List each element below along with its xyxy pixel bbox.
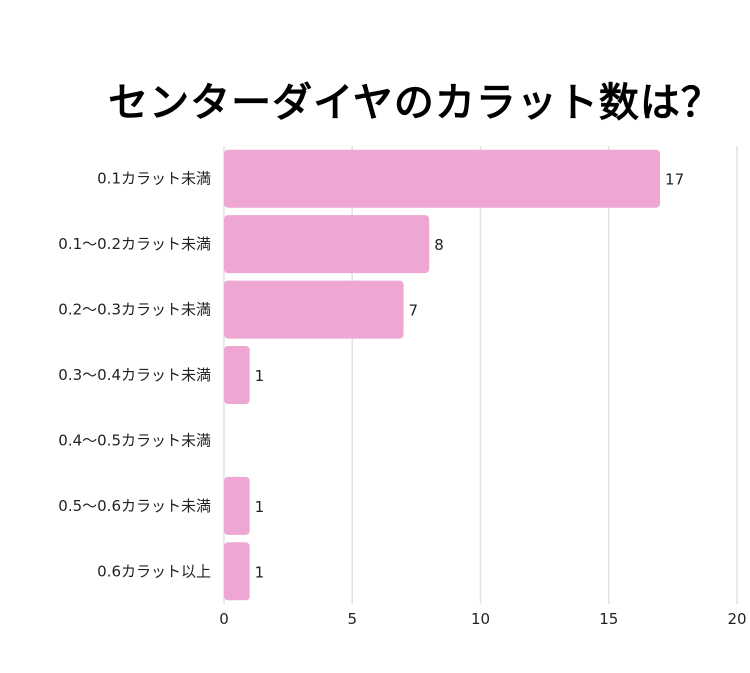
category-label: 0.4〜0.5カラット未満 [58, 431, 211, 449]
bar [224, 542, 250, 601]
category-label: 0.6カラット以上 [97, 562, 211, 580]
x-tick-label: 10 [471, 610, 490, 628]
data-label: 1 [255, 563, 265, 581]
bar [224, 476, 250, 535]
data-label: 1 [255, 367, 265, 385]
x-tick-label: 20 [727, 610, 746, 628]
bar [224, 149, 661, 208]
bar [224, 280, 404, 339]
category-label: 0.3〜0.4カラット未満 [58, 366, 211, 384]
chart-title: センターダイヤのカラット数は？ [108, 80, 722, 126]
x-tick-label: 15 [599, 610, 618, 628]
category-label: 0.2〜0.3カラット未満 [58, 301, 211, 319]
category-label: 0.5〜0.6カラット未満 [58, 497, 211, 515]
category-label: 0.1カラット未満 [97, 170, 211, 188]
data-label: 1 [255, 498, 265, 516]
data-label: 8 [434, 236, 444, 254]
data-label: 7 [409, 302, 419, 320]
x-tick-label: 0 [219, 610, 229, 628]
category-label: 0.1〜0.2カラット未満 [58, 235, 211, 253]
bar [224, 346, 250, 404]
x-tick-label: 5 [347, 610, 357, 628]
data-label: 17 [665, 171, 684, 189]
bar [224, 215, 430, 274]
